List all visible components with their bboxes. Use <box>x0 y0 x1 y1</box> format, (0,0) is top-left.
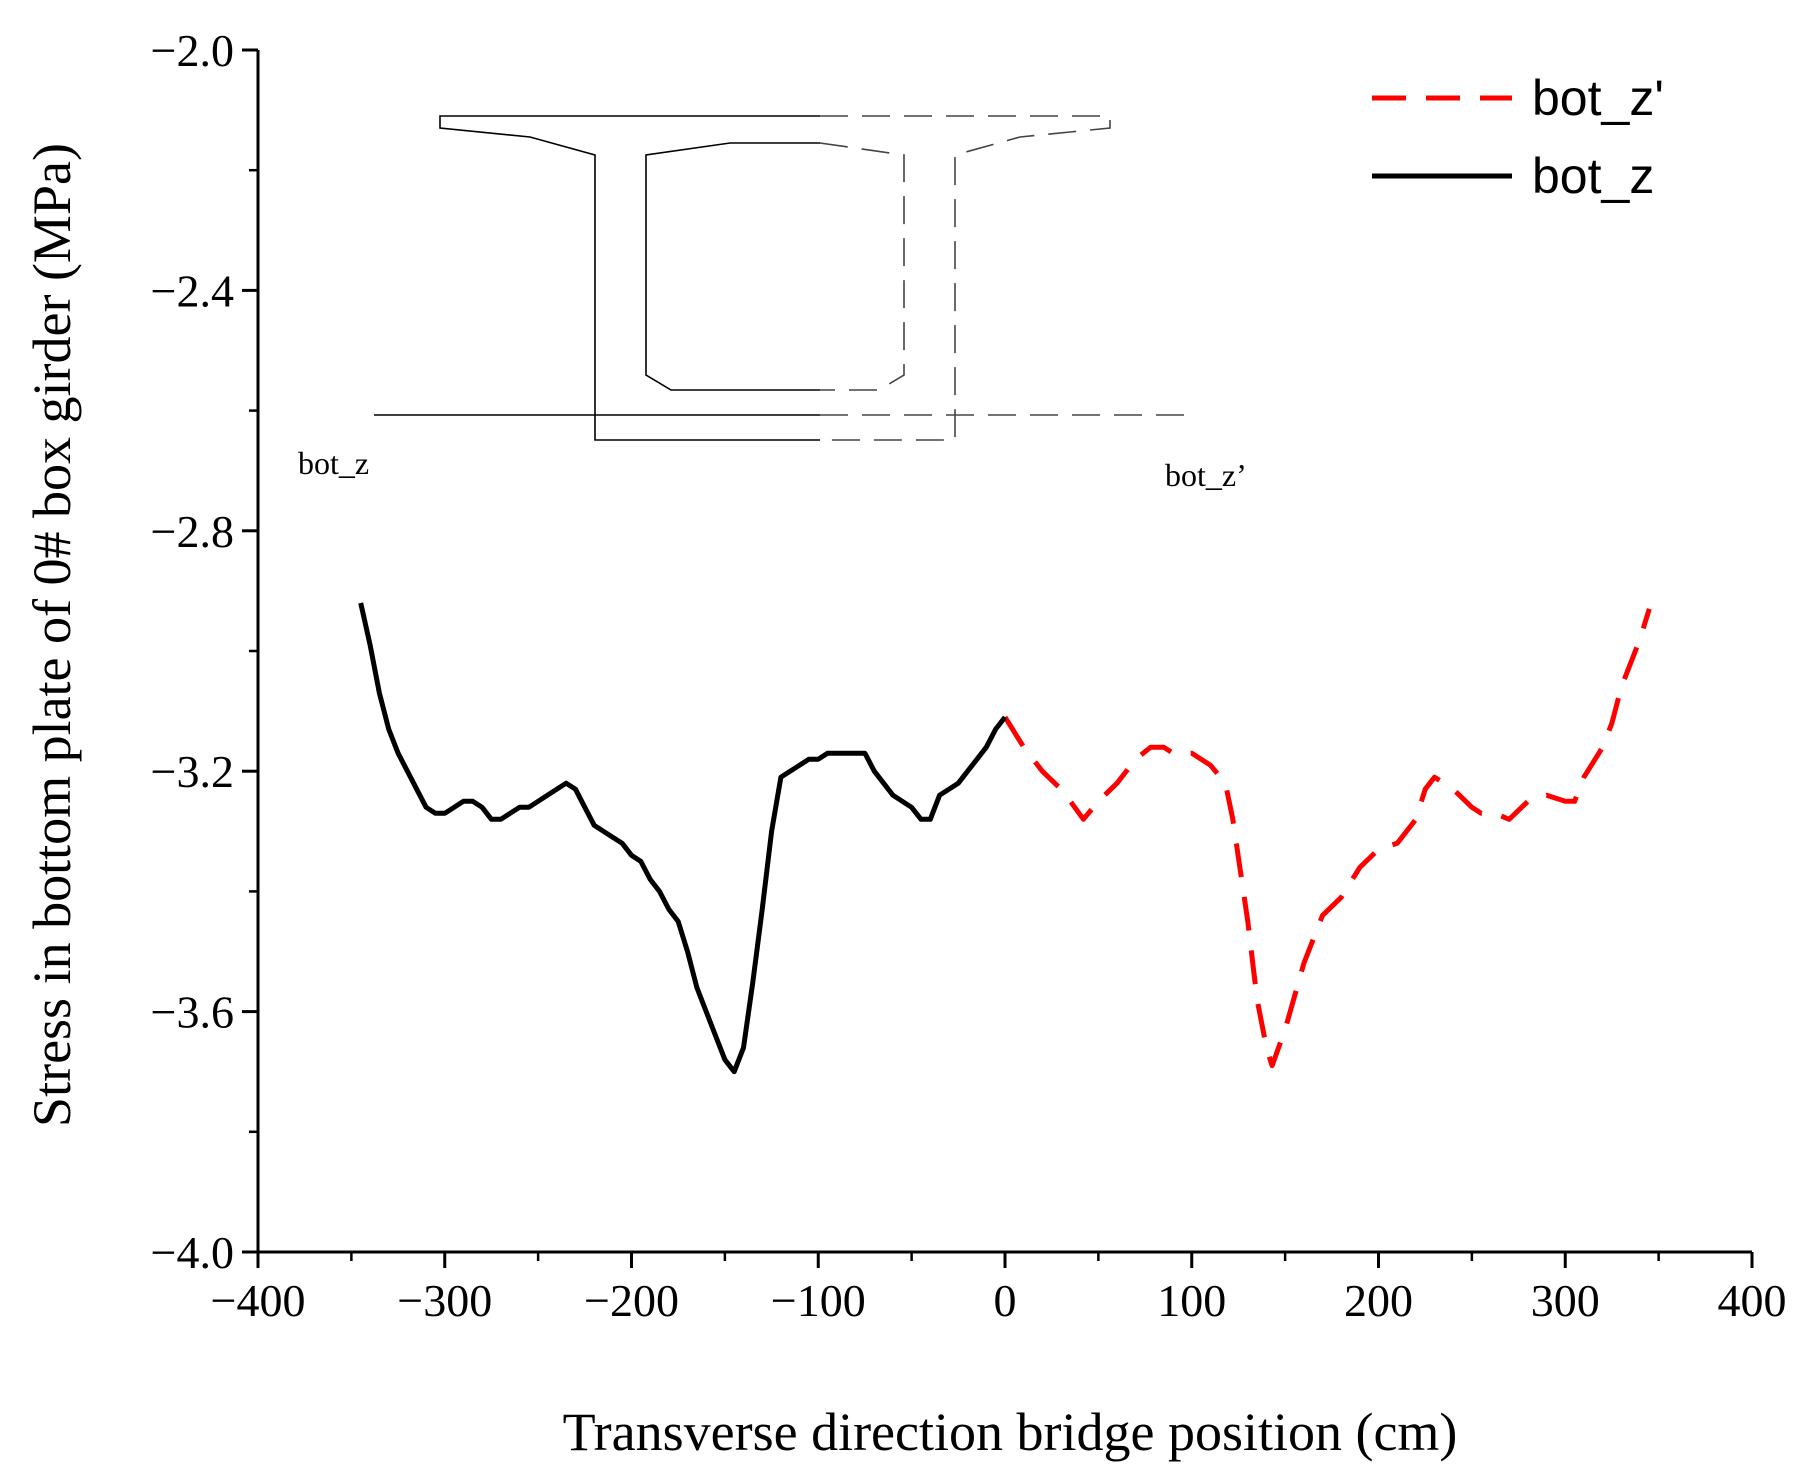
inset-mirror-dashed <box>819 115 1190 441</box>
legend-label-2: bot_z <box>1532 148 1654 204</box>
inset-left-label: bot_z <box>298 445 369 481</box>
x-tick-label: 0 <box>994 1275 1017 1326</box>
series-line-1 <box>1002 608 1652 1069</box>
inset-top-flange-solid <box>439 115 820 441</box>
x-tick-label: −400 <box>211 1275 306 1326</box>
x-tick-label: 300 <box>1531 1275 1600 1326</box>
y-tick-label: −2.8 <box>151 506 234 557</box>
x-tick-label: 400 <box>1718 1275 1787 1326</box>
x-tick-label: −300 <box>397 1275 492 1326</box>
x-tick-label: −200 <box>584 1275 679 1326</box>
y-tick-label: −3.2 <box>151 746 234 797</box>
y-tick-label: −3.6 <box>151 987 234 1038</box>
axes: −400 −300 −200 −100 0 100 200 300 400 −4.0 −3.6 −3.… <box>151 25 1787 1326</box>
plot-marks <box>358 602 1652 1075</box>
x-axis-title: Transverse direction bridge position (cm… <box>563 1402 1458 1462</box>
inset-inner-void-solid <box>645 142 820 391</box>
inset-right-label: bot_z’ <box>1165 457 1247 493</box>
x-tick-label: 200 <box>1344 1275 1413 1326</box>
x-tick-label: 100 <box>1157 1275 1226 1326</box>
box-girder-cross-section-inset: bot_z bot_z’ <box>298 115 1247 493</box>
y-axis-title: Stress in bottom plate of 0# box girder … <box>22 143 82 1127</box>
series-line-2 <box>358 602 1007 1075</box>
y-tick-label: −2.0 <box>151 25 234 76</box>
y-tick-label: −2.4 <box>151 265 234 316</box>
y-tick-label: −4.0 <box>151 1227 234 1278</box>
legend: bot_z' bot_z <box>1372 70 1664 204</box>
legend-label-1: bot_z' <box>1532 70 1664 126</box>
x-tick-label: −100 <box>771 1275 866 1326</box>
